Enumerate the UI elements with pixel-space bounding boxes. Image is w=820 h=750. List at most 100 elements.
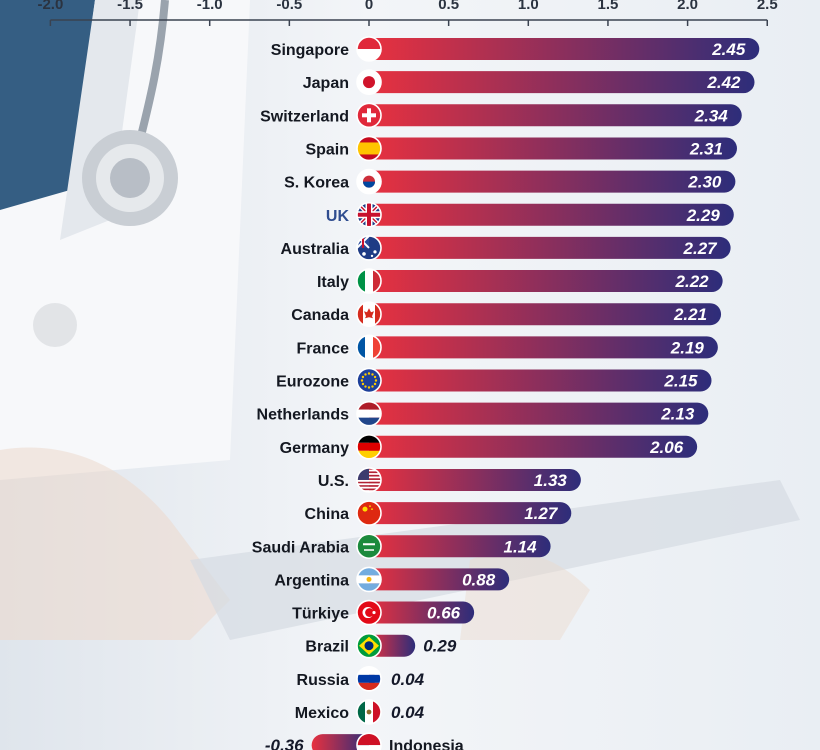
flag-brazil-icon — [356, 632, 382, 659]
bar — [369, 468, 581, 491]
x-tick-label: -1.0 — [197, 0, 223, 13]
flag-germany-icon — [356, 433, 382, 460]
country-label: Türkiye — [292, 606, 349, 623]
bar — [369, 104, 742, 127]
country-label: Netherlands — [257, 407, 350, 424]
chart-row: 0.04 Mexico — [295, 699, 425, 725]
chart-row: -0.36 Indonesia — [265, 732, 464, 750]
flag-spain-icon — [356, 135, 382, 162]
x-tick-label: -2.0 — [37, 0, 63, 13]
value-label: 0.04 — [391, 670, 425, 689]
flag-uk-icon — [356, 201, 382, 228]
bar — [369, 38, 760, 60]
flag-eu-icon — [356, 367, 382, 394]
chart-row: 2.34 Switzerland — [260, 102, 742, 129]
bar — [369, 170, 736, 193]
value-label: -0.36 — [265, 736, 304, 750]
flag-mexico-icon — [356, 699, 382, 725]
bar — [369, 336, 718, 359]
country-label: Italy — [317, 274, 349, 291]
flag-south-korea-icon — [356, 168, 382, 195]
value-label: 2.13 — [660, 405, 695, 424]
chart-row: 2.42 Japan — [303, 69, 755, 95]
chart-row: 0.88 Argentina — [274, 566, 510, 593]
x-tick-label: 0 — [365, 0, 373, 13]
country-label: Saudi Arabia — [252, 539, 349, 556]
flag-japan-icon — [356, 69, 382, 95]
x-tick-label: 2.0 — [677, 0, 698, 13]
value-label: 1.27 — [524, 504, 559, 523]
value-label: 2.27 — [683, 239, 719, 258]
value-label: 2.19 — [670, 338, 705, 357]
bar — [311, 734, 369, 750]
value-label: 0.29 — [423, 637, 457, 656]
x-tick-label: 1.5 — [598, 0, 619, 13]
country-label: U.S. — [318, 473, 349, 490]
x-tick-label: 0.5 — [438, 0, 459, 13]
country-label: Australia — [281, 241, 350, 258]
value-label: 2.31 — [689, 139, 723, 158]
chart-row: 2.19 France — [297, 334, 718, 361]
flag-us-icon — [356, 467, 382, 493]
bar — [369, 535, 551, 558]
bar — [369, 369, 712, 392]
country-label: Germany — [280, 440, 349, 457]
country-label: Japan — [303, 75, 349, 92]
flag-france-icon — [356, 334, 382, 361]
chart-row: 0.04 Russia — [297, 666, 425, 692]
flag-china-icon — [356, 500, 382, 526]
flag-argentina-icon — [356, 566, 382, 593]
x-axis: -2.0 -1.5 -1.0 -0.5 0 0.5 1.0 1.5 2.0 2.5 — [37, 0, 778, 26]
value-label: 1.33 — [534, 471, 568, 490]
country-label: Argentina — [274, 572, 349, 589]
chart-row: 2.45 Singapore — [271, 36, 760, 62]
bar — [369, 203, 734, 226]
chart-row: 2.29 UK — [326, 201, 734, 228]
value-label: 1.14 — [504, 537, 538, 556]
bar — [369, 71, 755, 94]
chart-row: 2.22 Italy — [317, 268, 723, 294]
country-label: Canada — [291, 307, 349, 324]
value-label: 2.34 — [694, 106, 729, 125]
country-label: Switzerland — [260, 108, 349, 125]
chart-row: 2.06 Germany — [280, 433, 698, 460]
chart-row: 2.13 Netherlands — [257, 400, 709, 427]
bar — [369, 303, 722, 326]
bar — [369, 502, 572, 525]
flag-saudi-arabia-icon — [356, 533, 382, 560]
flag-singapore-icon — [356, 36, 382, 62]
value-label: 2.06 — [649, 438, 684, 457]
flag-indonesia-icon — [356, 732, 382, 750]
chart-row: 0.66 Türkiye — [292, 599, 475, 626]
chart-row: 2.31 Spain — [305, 135, 737, 162]
chart-row: 0.29 Brazil — [305, 632, 457, 659]
value-label: 0.66 — [427, 604, 461, 623]
value-label: 2.29 — [686, 206, 721, 225]
country-label: Singapore — [271, 42, 349, 59]
chart-row: 2.21 Canada — [291, 301, 722, 328]
value-label: 2.15 — [663, 372, 698, 391]
chart-row: 2.27 Australia — [281, 235, 731, 261]
chart-row: 1.27 China — [305, 500, 572, 526]
bar — [369, 402, 709, 425]
bar — [369, 568, 510, 591]
country-label: Russia — [297, 672, 350, 689]
value-label: 2.45 — [711, 40, 746, 59]
x-tick-label: 2.5 — [757, 0, 778, 13]
flag-australia-icon — [356, 235, 382, 261]
bar — [369, 270, 723, 293]
flag-switzerland-icon — [356, 102, 382, 129]
country-label: UK — [326, 208, 350, 225]
chart-row: 1.33 U.S. — [318, 467, 581, 493]
chart-row: 2.15 Eurozone — [276, 367, 712, 394]
bar — [369, 236, 731, 259]
value-label: 0.04 — [391, 703, 425, 722]
country-label: China — [305, 506, 350, 523]
value-label: 2.21 — [673, 305, 707, 324]
x-tick-label: -1.5 — [117, 0, 143, 13]
country-label: Indonesia — [389, 738, 464, 750]
x-tick-label: -0.5 — [276, 0, 302, 13]
chart-row: 1.14 Saudi Arabia — [252, 533, 551, 560]
flag-turkiye-icon — [356, 599, 382, 626]
